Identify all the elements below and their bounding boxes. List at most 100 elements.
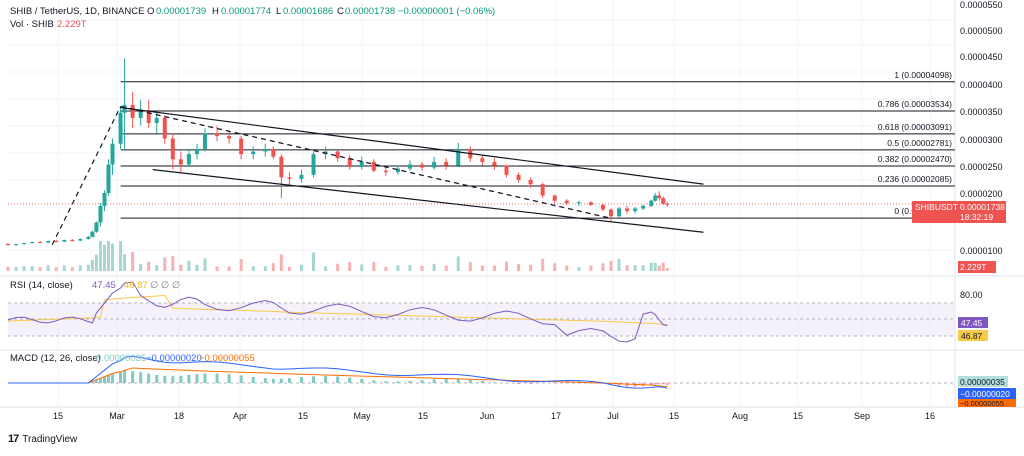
volume-bar [505,261,508,271]
candle-body [541,184,545,195]
volume-bar [31,266,34,271]
footer-brand[interactable]: 17 TradingView [8,431,77,447]
macd-histogram-bar [481,381,484,383]
candle-body [565,201,569,204]
change-value: −0.00000001 (−0.06%) [398,6,495,17]
fib-label: 1 (0.00004098) [894,70,952,80]
candle-body [131,105,135,118]
symbol-title[interactable]: SHIB / TetherUS, 1D, BINANCE [10,6,144,17]
candle-body [111,144,115,165]
macd-histogram-bar [252,377,255,383]
candle-body [444,162,448,166]
candle-body [649,201,653,206]
volume-bar [123,254,126,271]
price-tick-label: 0.0000500 [960,26,1003,36]
volume-bar [469,262,472,271]
price-tick-label: 0.0000450 [960,52,1003,62]
rsi-ma-badge: 46.87 [961,331,983,341]
macd-histogram-bar [300,377,303,383]
volume-bar [139,264,142,271]
macd-histogram-bar [433,379,436,383]
volume-bar [360,264,363,271]
macd-hist-value: 0.00000035 [96,353,146,364]
time-tick-label: 16 [925,411,935,421]
fib-label: 0.236 (0.00002085) [878,174,952,184]
candle-body [661,198,665,204]
candle-body [589,202,593,205]
volume-bar [409,265,412,271]
macd-histogram-bar [171,376,174,383]
volume-bar [39,267,42,271]
volume-bar [445,266,448,271]
volume-bar [650,263,653,271]
fib-label: 0.5 (0.00002781) [887,138,952,148]
volume-bar [163,257,166,271]
macd-histogram-bar [195,374,198,383]
macd-histogram-bar [409,381,412,383]
time-tick-label: 15 [793,411,803,421]
footer-brand-label: TradingView [22,434,77,445]
candle-body [641,206,645,209]
time-tick-label: 15 [669,411,679,421]
macd-histogram-bar [280,379,283,383]
volume-bar [107,241,110,271]
volume-value: 2.229T [57,19,87,30]
price-tick-label: 0.0000200 [960,189,1003,199]
low-value: 0.00001686 [283,6,333,17]
candle-body [633,208,637,211]
macd-histogram-bar [360,379,363,383]
candle-body [577,202,581,203]
price-badge-symbol: SHIBUSDT [915,202,958,212]
volume-bar [457,256,460,271]
macd-histogram-bar [372,380,375,383]
volume-bar [203,258,206,271]
macd-histogram-bar [240,376,243,383]
volume-bar [280,254,283,271]
volume-label[interactable]: Vol · SHIB [10,19,54,30]
macd-histogram-bar [203,373,206,383]
rsi-ma-value: 46.87 [124,280,148,291]
candle-body [287,177,291,179]
rsi-axis-80: 80.00 [960,290,983,300]
candle-body [179,159,183,164]
candle-body [155,118,159,123]
candle-body [601,205,605,210]
macd-title[interactable]: MACD (12, 26, close) [10,353,101,364]
candle-body [529,180,533,184]
price-tick-label: 0.0000300 [960,135,1003,145]
high-label: H [212,6,219,17]
volume-bar [7,267,10,271]
volume-bar [288,267,291,271]
time-tick-label: Jun [480,411,495,421]
volume-bar [565,266,568,272]
volume-bar [55,267,58,271]
candle-body [171,139,175,160]
volume-bar [252,266,255,271]
volume-bar [79,265,82,271]
volume-bar [626,265,629,271]
candle-body [227,136,231,139]
open-value: 0.00001739 [156,6,206,17]
volume-bar [195,265,198,271]
candle-body [30,242,34,243]
macd-line-badge: −0.00000020 [960,389,1010,399]
high-value: 0.00001774 [221,6,271,17]
candle-body [187,154,191,164]
macd-histogram-bar [348,377,351,383]
rsi-extra-a: ∅ ∅ ∅ [150,280,180,291]
macd-histogram-bar [396,381,399,383]
volume-bar [658,266,661,271]
volume-badge-value: 2.229T [960,262,986,272]
volume-bar [481,266,484,271]
volume-bar [15,267,18,271]
rsi-title[interactable]: RSI (14, close) [10,280,73,291]
volume-bar [300,265,303,271]
candle-body [6,244,10,245]
volume-bar [529,265,532,271]
macd-histogram-bar [666,383,669,385]
candle-body [420,164,424,167]
candle-body [98,206,102,223]
candle-body [78,239,82,241]
